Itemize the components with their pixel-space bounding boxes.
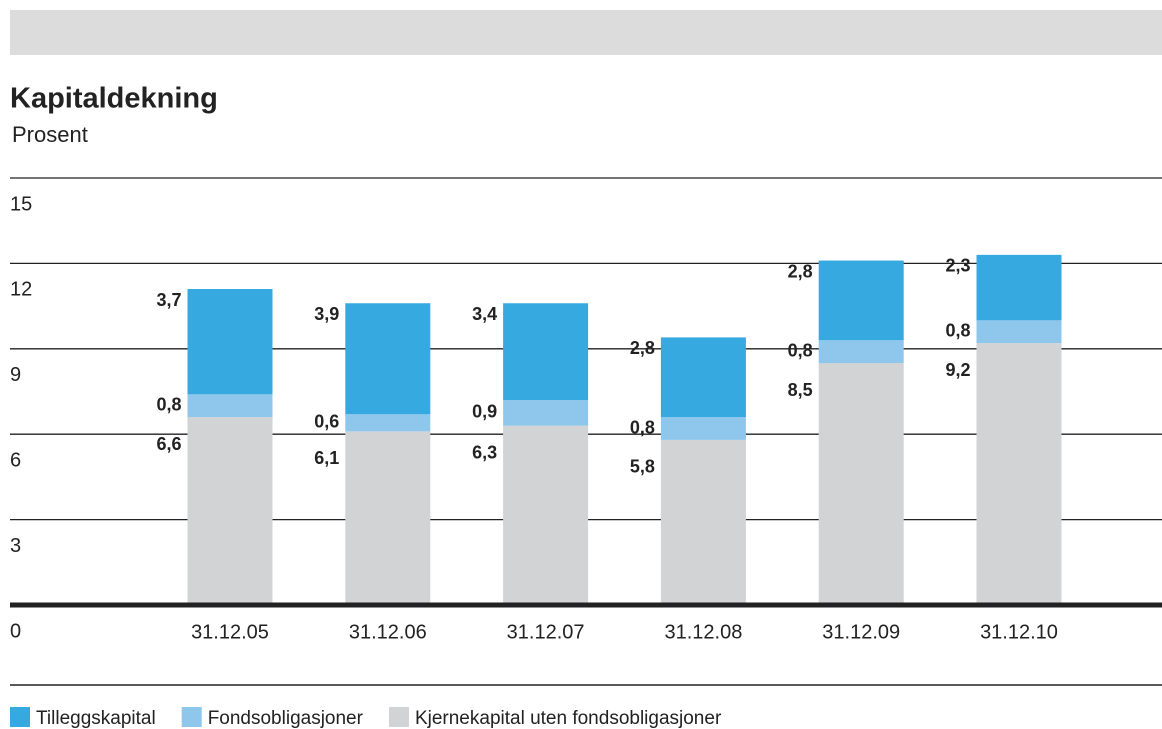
y-tick-label: 12: [10, 279, 32, 301]
y-tick-label: 9: [10, 364, 21, 386]
value-label: 6,3: [472, 442, 497, 462]
value-label: 6,6: [156, 434, 181, 454]
legend-swatch: [388, 707, 409, 727]
x-tick-label: 31.12.06: [349, 621, 427, 643]
chart-title: Kapitaldekning: [10, 83, 218, 115]
bar-segment: [976, 343, 1062, 605]
value-label: 0,9: [472, 402, 497, 422]
bar-segment: [818, 363, 904, 605]
value-label: 8,5: [788, 380, 813, 400]
value-label: 0,8: [156, 394, 181, 414]
bar-segment: [503, 425, 589, 605]
x-tick-label: 31.12.08: [664, 621, 742, 643]
bar-segment: [345, 431, 431, 605]
y-tick-label: 6: [10, 449, 21, 471]
chart-subtitle: Prosent: [12, 122, 88, 147]
x-tick-label: 31.12.09: [822, 621, 900, 643]
value-label: 3,9: [314, 304, 339, 324]
value-label: 2,8: [788, 261, 813, 281]
legend-label: Tilleggskapital: [36, 708, 156, 729]
bar-segment: [976, 320, 1062, 344]
bar-segment: [976, 254, 1062, 321]
value-label: 2,3: [945, 256, 970, 276]
y-tick-label: 0: [10, 620, 21, 642]
x-tick-label: 31.12.10: [980, 621, 1058, 643]
value-label: 5,8: [630, 457, 655, 477]
y-tick-label: 3: [10, 535, 21, 557]
bar-segment: [660, 337, 746, 418]
value-label: 0,8: [788, 340, 813, 360]
value-label: 9,2: [945, 360, 970, 380]
y-tick-label: 15: [10, 193, 32, 215]
value-label: 0,8: [630, 417, 655, 437]
bar-segment: [503, 400, 589, 426]
bar-segment: [818, 260, 904, 341]
legend-swatch: [10, 707, 30, 727]
value-label: 0,6: [314, 412, 339, 432]
legend-label: Kjernekapital uten fondsobligasjoner: [415, 708, 722, 729]
bar-segment: [818, 340, 904, 364]
value-label: 3,7: [156, 290, 181, 310]
value-label: 2,8: [630, 338, 655, 358]
bar-segment: [660, 439, 746, 605]
legend-label: Fondsobligasjoner: [208, 708, 364, 729]
bar-segment: [503, 303, 589, 401]
bar-segment: [187, 394, 273, 418]
legend-swatch: [181, 707, 202, 727]
bar-segment: [345, 414, 431, 432]
value-label: 0,8: [945, 320, 970, 340]
bar-segment: [660, 417, 746, 440]
bar-segment: [345, 303, 431, 415]
value-label: 3,4: [472, 304, 497, 324]
header-band: [10, 10, 1162, 55]
value-label: 6,1: [314, 448, 339, 468]
x-tick-label: 31.12.07: [507, 621, 585, 643]
bar-segment: [187, 417, 273, 605]
x-tick-label: 31.12.05: [191, 621, 269, 643]
bar-segment: [187, 289, 273, 395]
